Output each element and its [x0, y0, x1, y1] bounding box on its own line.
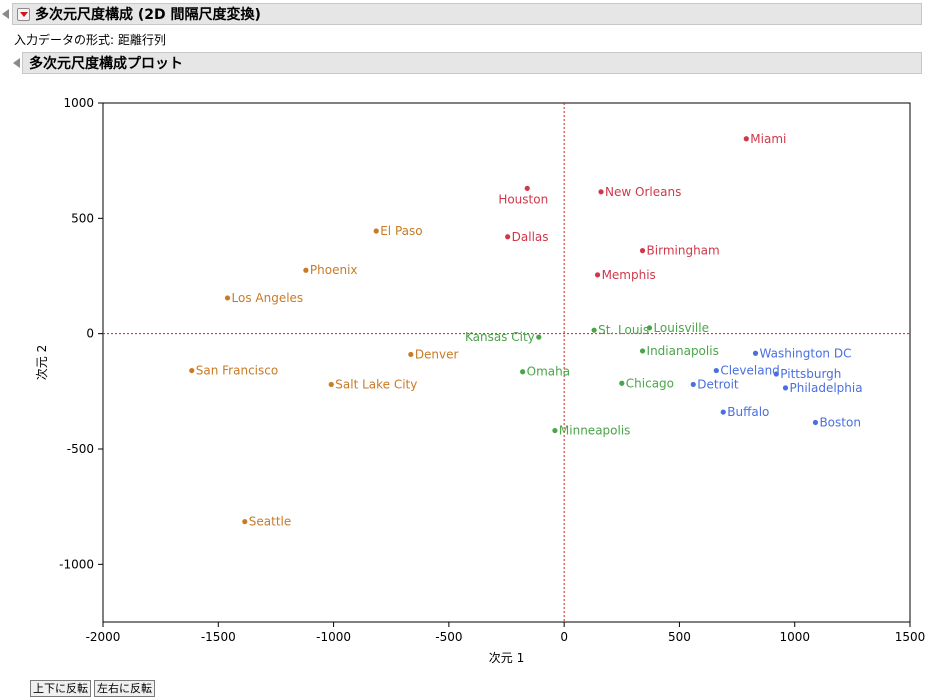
y-axis: 1000 500 0 -500 -1000 — [59, 96, 103, 571]
point-boston — [812, 419, 819, 426]
point-label-dallas: Dallas — [512, 230, 549, 244]
x-tick-label: -1500 — [201, 630, 236, 644]
point-kansas-city — [536, 334, 542, 340]
point-chicago — [619, 380, 625, 386]
flip-vertical-button[interactable]: 上下に反転 — [30, 680, 91, 697]
point-label-louisville: Louisville — [653, 321, 709, 335]
point-label-birmingham: Birmingham — [647, 244, 720, 258]
x-tick-label: 500 — [668, 630, 691, 644]
point-label-houston: Houston — [498, 192, 548, 206]
x-tick-label: 1500 — [895, 630, 926, 644]
point-label-denver: Denver — [415, 347, 459, 361]
x-tick-label: 0 — [560, 630, 568, 644]
point-label-san-francisco: San Francisco — [196, 364, 278, 378]
point-phoenix — [303, 267, 309, 273]
point-label-memphis: Memphis — [602, 268, 656, 282]
point-st-louis — [591, 327, 597, 333]
y-tick-label: 0 — [86, 327, 94, 341]
x-tick-label: -1000 — [316, 630, 351, 644]
point-label-omaha: Omaha — [527, 365, 570, 379]
point-memphis — [594, 272, 601, 278]
point-label-philadelphia: Philadelphia — [789, 381, 862, 395]
point-label-minneapolis: Minneapolis — [559, 424, 631, 438]
red-triangle-menu-icon[interactable] — [17, 7, 30, 21]
flip-horizontal-button[interactable]: 左右に反転 — [94, 680, 155, 697]
x-axis: -2000 -1500 -1000 -500 0 500 1000 1500 — [86, 622, 926, 644]
point-minneapolis — [552, 427, 558, 434]
plot-outline-header[interactable]: 多次元尺度構成プロット — [22, 52, 922, 74]
point-label-salt-lake-city: Salt Lake City — [335, 377, 417, 391]
x-tick-label: -500 — [435, 630, 462, 644]
point-el-paso — [373, 228, 379, 234]
plot-disclosure-icon[interactable] — [13, 58, 20, 68]
point-label-detroit: Detroit — [697, 377, 739, 391]
mds-scatter-plot[interactable]: -2000 -1500 -1000 -500 0 500 1000 1500 1000 500 0… — [0, 0, 926, 680]
point-label-buffalo: Buffalo — [727, 405, 769, 419]
point-miami — [743, 136, 749, 142]
point-san-francisco — [189, 367, 195, 374]
point-washington-dc — [752, 350, 759, 356]
point-buffalo — [720, 409, 726, 415]
report-outline-header[interactable]: 多次元尺度構成 (2D 間隔尺度変換) — [12, 3, 922, 25]
y-axis-label: 次元 2 — [35, 345, 49, 380]
point-label-miami: Miami — [750, 132, 786, 146]
point-philadelphia — [782, 385, 789, 391]
point-label-new-orleans: New Orleans — [605, 185, 681, 199]
point-louisville — [646, 325, 653, 331]
point-label-indianapolis: Indianapolis — [647, 344, 719, 358]
point-los-angeles — [224, 295, 231, 301]
report-title: 多次元尺度構成 (2D 間隔尺度変換) — [35, 7, 261, 23]
point-label-st-louis: St. Louis — [598, 323, 649, 337]
x-tick-label: -2000 — [86, 630, 121, 644]
data-points: Miami New Orleans Houston Dallas Birmingham M… — [189, 132, 863, 529]
point-dallas — [505, 234, 511, 240]
point-seattle — [242, 519, 248, 525]
y-tick-label: 1000 — [63, 96, 94, 110]
point-label-los-angeles: Los Angeles — [232, 291, 304, 305]
point-detroit — [690, 381, 696, 388]
point-cleveland — [713, 367, 719, 374]
point-salt-lake-city — [328, 381, 334, 388]
point-label-chicago: Chicago — [626, 376, 674, 390]
y-tick-label: -1000 — [59, 557, 94, 571]
point-label-boston: Boston — [819, 415, 860, 429]
y-tick-label: 500 — [71, 211, 94, 225]
outline-disclosure-icon[interactable] — [2, 9, 9, 19]
point-label-seattle: Seattle — [249, 515, 291, 529]
plot-section-title: 多次元尺度構成プロット — [29, 56, 183, 72]
point-label-cleveland: Cleveland — [720, 364, 780, 378]
point-omaha — [520, 369, 526, 375]
point-label-pittsburgh: Pittsburgh — [780, 367, 841, 381]
point-new-orleans — [598, 189, 604, 195]
point-label-washington-dc: Washington DC — [760, 346, 852, 360]
reference-lines — [103, 103, 910, 622]
point-houston — [524, 185, 530, 191]
point-label-kansas-city: Kansas City — [465, 330, 535, 344]
point-label-el-paso: El Paso — [380, 224, 422, 238]
plot-frame — [102, 102, 911, 623]
x-axis-label: 次元 1 — [489, 651, 524, 665]
y-tick-label: -500 — [67, 442, 94, 456]
point-pittsburgh — [773, 371, 779, 377]
point-birmingham — [639, 248, 646, 254]
point-label-phoenix: Phoenix — [310, 263, 358, 277]
input-format-label: 入力データの形式: 距離行列 — [14, 33, 166, 47]
point-denver — [408, 351, 414, 358]
point-indianapolis — [639, 348, 646, 354]
x-tick-label: 1000 — [779, 630, 810, 644]
